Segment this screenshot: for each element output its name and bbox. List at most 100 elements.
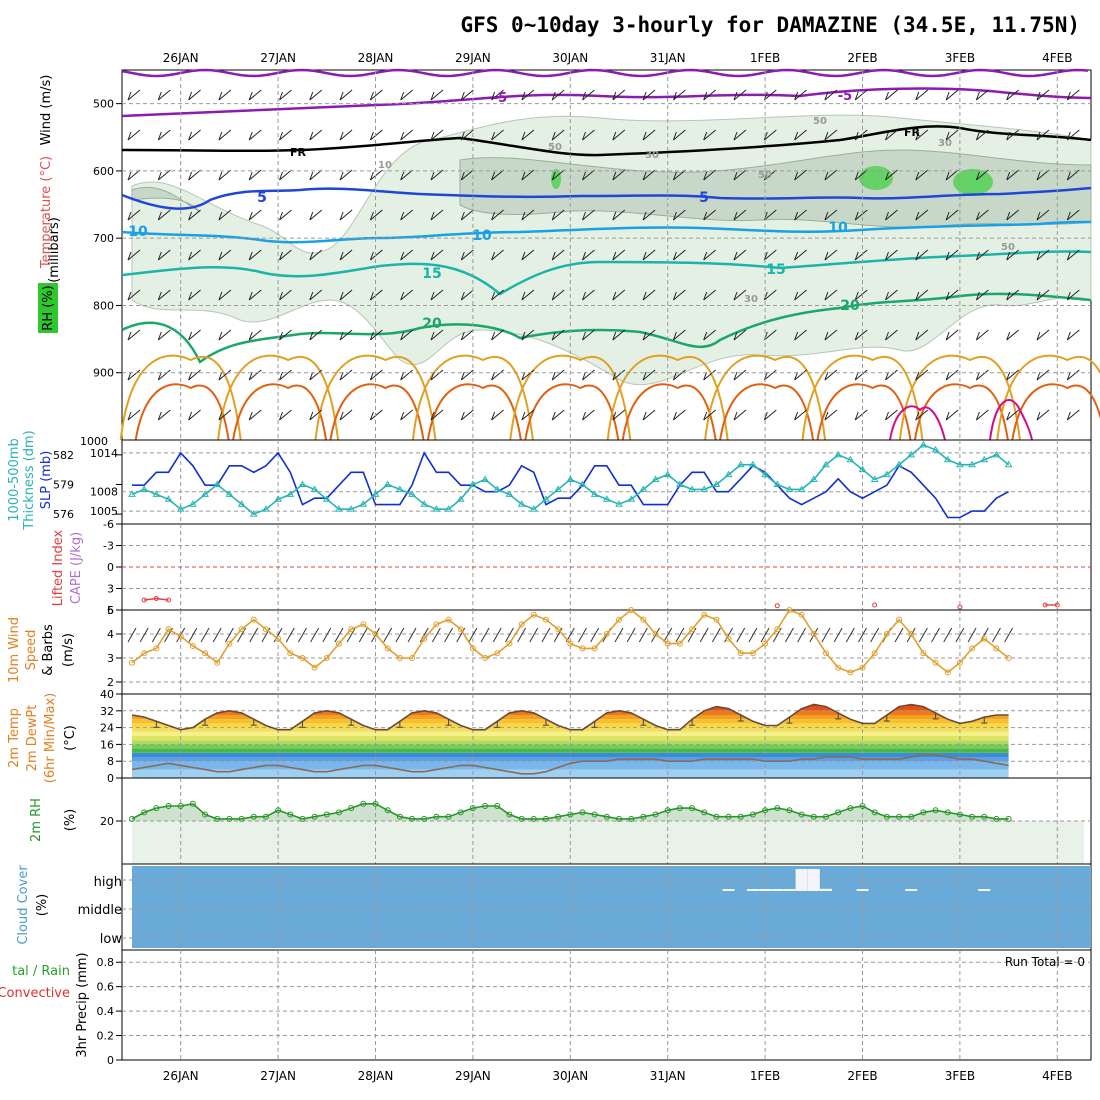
wind10m-speed-marker — [616, 616, 622, 623]
wind-barb-feather — [460, 251, 465, 261]
wind10m-speed-marker — [494, 650, 501, 657]
wind-barb — [460, 129, 474, 141]
wind-barb — [1006, 289, 1020, 301]
wind-barb-feather — [521, 251, 526, 261]
run-total: Run Total = 0 — [1005, 955, 1085, 969]
wind-barb-feather — [915, 251, 920, 261]
wind-barb-feather — [975, 131, 980, 141]
lifted-index-axis: -6 -3 0 3 6 — [103, 518, 122, 617]
lifted-index-point — [153, 596, 159, 602]
cloud-unit: (%) — [35, 894, 50, 917]
wind10m-barb — [967, 627, 977, 643]
wind-barb — [673, 89, 686, 101]
upper-air-panel: -5 -5 FR FR 5 5 10 10 10 15 15 20 20 10 30 30 30 50 50 50 50… — [38, 68, 1100, 448]
contour-label: -5 — [838, 89, 852, 104]
wind-barb-feather — [1036, 411, 1041, 421]
wind-barb — [491, 289, 504, 301]
wind-barb — [582, 249, 595, 261]
wind-barb-feather — [794, 331, 799, 341]
thickness-line-marker — [347, 505, 356, 512]
rh-legend-swatch — [38, 283, 58, 333]
date-label-bottom: 31JAN — [650, 1069, 686, 1083]
wind-barb-feather — [672, 291, 677, 301]
wind-barb — [824, 369, 838, 381]
thickness-line-marker — [164, 495, 173, 502]
wind-barb-feather — [521, 91, 526, 101]
cloud-high-bar — [819, 888, 832, 891]
rh2m-line-marker — [530, 815, 537, 822]
wind-barb — [248, 369, 262, 381]
contour-label: 5 — [699, 190, 709, 206]
wind-barb — [339, 89, 353, 101]
rh2m-line-marker — [664, 807, 671, 814]
wind-barb — [188, 369, 201, 381]
wind-barb — [551, 369, 565, 381]
wind-barb — [309, 169, 323, 181]
date-label-top: 3FEB — [945, 51, 975, 65]
wind-barb-feather — [339, 171, 344, 181]
wind-barb — [248, 409, 262, 421]
wind10m-barb — [492, 627, 502, 643]
wind10m-speed-marker — [603, 631, 610, 637]
wind-barb — [915, 129, 929, 141]
wind10m-speed-marker — [506, 640, 513, 647]
wind10m-barb — [736, 627, 746, 643]
wind-barb-feather — [1006, 91, 1011, 101]
wind-barb — [218, 209, 232, 221]
contour-label: 30 — [744, 294, 758, 305]
thickness-line-marker — [639, 485, 648, 492]
thickness-line-marker — [882, 470, 891, 478]
rh2m-line-marker — [335, 809, 342, 816]
wind-barb-feather — [642, 331, 647, 341]
wind-barb-feather — [703, 211, 708, 221]
wind10m-speed-marker — [835, 664, 842, 671]
wind-barb — [703, 369, 717, 381]
wind-barb — [491, 329, 504, 341]
wind-barb-feather — [369, 91, 374, 101]
lifted-index-line — [141, 596, 1060, 610]
wind-barb — [976, 249, 989, 261]
thickness-line-marker — [201, 490, 209, 497]
contour-hottest — [889, 405, 946, 441]
wind-barb — [733, 409, 747, 421]
wind10m-barb — [310, 627, 320, 643]
wind10m-speed-line — [129, 607, 1012, 676]
wind-barb — [157, 249, 171, 261]
thickness-line-marker — [712, 480, 721, 487]
wind-barb — [1036, 209, 1050, 221]
wind-barb — [218, 369, 232, 381]
rh2m-line-marker — [689, 805, 696, 812]
contour-hottest — [989, 399, 1033, 441]
wind-barb-feather — [824, 171, 829, 181]
wind10m-speed-marker — [871, 650, 878, 657]
wind-barb-feather — [582, 331, 586, 341]
wind-barb — [1006, 89, 1020, 101]
y-tick-label: 0.6 — [97, 981, 115, 994]
precip-convective-label: Convective — [0, 986, 70, 1001]
wind-barb-feather — [248, 171, 253, 181]
wind-barb-feather — [794, 371, 799, 381]
wind10m-barbs — [127, 627, 1014, 643]
rh2m-grid — [122, 778, 1091, 864]
pressure-tick-1000: 1000 — [80, 435, 108, 448]
rh2m-line-marker — [287, 811, 294, 818]
wind10m-speed-marker — [944, 669, 951, 676]
wind-barb-feather — [1006, 371, 1011, 381]
wind-barb-feather — [188, 331, 193, 341]
thickness-line-marker — [152, 490, 161, 497]
wind10m-speed-marker — [798, 611, 805, 618]
date-axis-top: 26JAN 27JAN 28JAN 29JAN 30JAN 31JAN 1FEB 2FEB 3F… — [163, 51, 1073, 65]
cloud-high-bar — [978, 889, 991, 891]
wind-barb — [582, 369, 595, 381]
wind-barb — [673, 369, 686, 381]
wind10m-speed-marker — [786, 607, 793, 613]
wind-barb — [491, 129, 504, 141]
wind-barb — [703, 129, 717, 141]
wind-barb-feather — [612, 291, 617, 301]
wind-barb-feather — [672, 131, 677, 141]
wind-barb-feather — [279, 171, 283, 181]
wind-barb — [885, 289, 898, 301]
thickness-line-marker — [237, 500, 246, 507]
contour-labels: -5 -5 FR FR 5 5 10 10 10 15 15 20 20 10 30 30 30 50 50 50 50 — [128, 89, 1015, 332]
rh2m-line-marker — [141, 809, 148, 816]
